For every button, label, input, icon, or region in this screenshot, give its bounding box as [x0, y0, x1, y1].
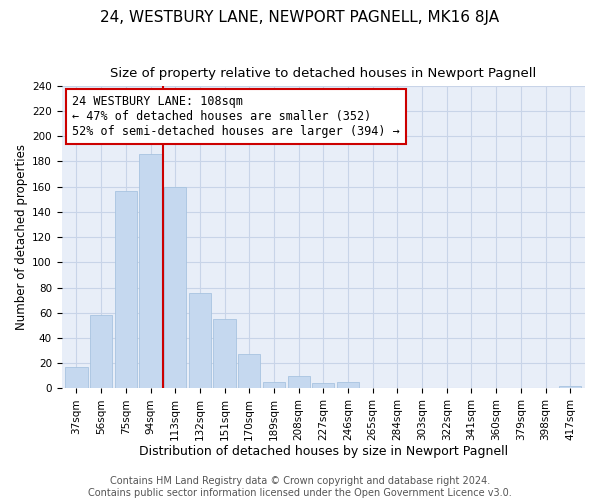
- Bar: [65, 367, 88, 388]
- Title: Size of property relative to detached houses in Newport Pagnell: Size of property relative to detached ho…: [110, 68, 536, 80]
- Bar: [115, 190, 137, 388]
- Bar: [312, 384, 334, 388]
- Bar: [139, 154, 161, 388]
- Bar: [559, 386, 581, 388]
- Text: Contains HM Land Registry data © Crown copyright and database right 2024.
Contai: Contains HM Land Registry data © Crown c…: [88, 476, 512, 498]
- Text: 24, WESTBURY LANE, NEWPORT PAGNELL, MK16 8JA: 24, WESTBURY LANE, NEWPORT PAGNELL, MK16…: [100, 10, 500, 25]
- Bar: [164, 186, 187, 388]
- Y-axis label: Number of detached properties: Number of detached properties: [15, 144, 28, 330]
- Bar: [238, 354, 260, 388]
- Text: 24 WESTBURY LANE: 108sqm
← 47% of detached houses are smaller (352)
52% of semi-: 24 WESTBURY LANE: 108sqm ← 47% of detach…: [72, 95, 400, 138]
- Bar: [287, 376, 310, 388]
- Bar: [214, 319, 236, 388]
- Bar: [263, 382, 285, 388]
- Bar: [337, 382, 359, 388]
- Bar: [90, 316, 112, 388]
- X-axis label: Distribution of detached houses by size in Newport Pagnell: Distribution of detached houses by size …: [139, 444, 508, 458]
- Bar: [189, 292, 211, 388]
